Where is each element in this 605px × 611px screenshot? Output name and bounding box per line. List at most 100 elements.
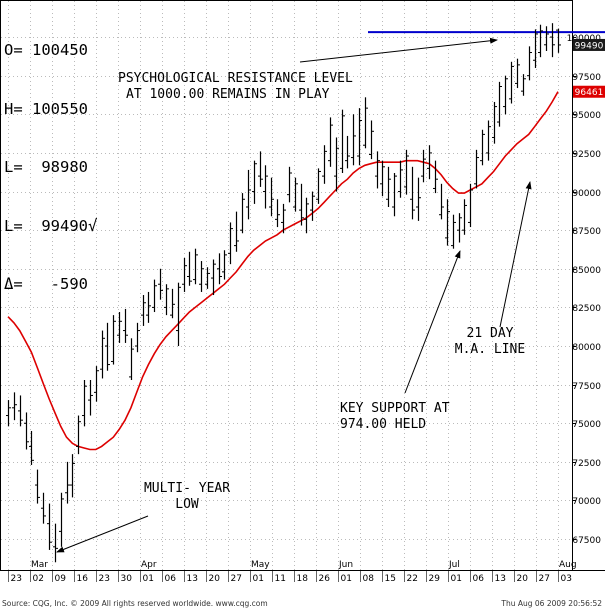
price-bar bbox=[234, 211, 239, 252]
y-tick-label: 77500 bbox=[572, 382, 601, 392]
x-tick-label: 22 bbox=[407, 574, 418, 584]
price-bar bbox=[427, 145, 432, 180]
price-bar bbox=[269, 177, 274, 217]
x-tick-label: 27 bbox=[231, 574, 242, 584]
x-tick-label: 30 bbox=[121, 574, 133, 584]
x-tick-label: 06 bbox=[473, 574, 485, 584]
x-tick-label: 18 bbox=[297, 574, 309, 584]
x-tick-label: 08 bbox=[363, 574, 375, 584]
price-bar bbox=[41, 492, 46, 524]
value-labels-layer: 99490 96461 bbox=[573, 38, 605, 98]
price-bar bbox=[263, 165, 268, 209]
month-label: May bbox=[251, 560, 270, 570]
price-bar bbox=[59, 492, 64, 547]
price-bar bbox=[281, 203, 286, 234]
price-bar bbox=[293, 177, 298, 212]
price-bar bbox=[538, 24, 543, 58]
price-bar bbox=[486, 120, 491, 161]
grid-lines bbox=[1, 1, 572, 570]
price-bar bbox=[258, 151, 263, 187]
price-bar bbox=[416, 177, 421, 221]
x-tick-label: 01 bbox=[451, 574, 462, 584]
price-bar bbox=[492, 101, 497, 144]
x-tick-label: 26 bbox=[319, 574, 331, 584]
price-bar bbox=[509, 61, 514, 104]
price-bar bbox=[527, 46, 532, 81]
price-bar bbox=[310, 191, 315, 221]
price-bar bbox=[328, 117, 333, 167]
ma-value-label-bg bbox=[573, 85, 605, 98]
y-tick-label: 80000 bbox=[572, 343, 601, 353]
x-tick-label: 15 bbox=[385, 574, 396, 584]
price-bar bbox=[474, 149, 479, 189]
price-bar bbox=[164, 284, 169, 316]
price-bar bbox=[497, 81, 502, 127]
y-tick-label: 95000 bbox=[572, 111, 601, 121]
annotation-arrow bbox=[56, 515, 149, 553]
x-tick-label: 01 bbox=[143, 574, 154, 584]
last-price-label-text: 99490 bbox=[575, 41, 604, 51]
price-bar bbox=[141, 295, 146, 326]
price-bar bbox=[304, 197, 309, 234]
price-bar bbox=[240, 193, 245, 234]
price-bar bbox=[462, 199, 467, 235]
price-bar bbox=[146, 291, 151, 323]
last-price-label: 99490 bbox=[573, 38, 605, 51]
price-bar bbox=[135, 322, 140, 353]
price-bar bbox=[117, 312, 122, 343]
price-bars-layer bbox=[6, 23, 561, 563]
y-tick-label: 90000 bbox=[572, 189, 601, 199]
annotation-arrow bbox=[404, 250, 461, 394]
change-readout: Δ= -590 bbox=[4, 275, 88, 293]
price-bar bbox=[70, 454, 75, 498]
price-bar bbox=[404, 149, 409, 195]
price-bar bbox=[334, 137, 339, 192]
x-tick-label: 01 bbox=[341, 574, 352, 584]
price-bar bbox=[369, 120, 374, 160]
y-tick-label: 87500 bbox=[572, 227, 601, 237]
x-tick-label: 01 bbox=[253, 574, 264, 584]
price-bar bbox=[322, 145, 327, 184]
price-bar bbox=[29, 430, 34, 465]
price-bar bbox=[433, 160, 438, 194]
y-tick-label: 72500 bbox=[572, 459, 601, 469]
high-readout: H= 100550 bbox=[4, 99, 88, 118]
price-bar bbox=[24, 412, 29, 450]
price-bar bbox=[480, 129, 485, 166]
ma-value-label: 96461 bbox=[573, 85, 605, 98]
price-bar bbox=[351, 114, 356, 166]
timestamp-footer: Thu Aug 06 2009 20:56:52 bbox=[501, 599, 602, 608]
x-tick-label: 23 bbox=[99, 574, 110, 584]
price-bar bbox=[53, 523, 58, 563]
price-bar bbox=[445, 199, 450, 246]
annotation-text: PSYCHOLOGICAL RESISTANCE LEVEL bbox=[118, 71, 353, 86]
month-label: Aug bbox=[559, 560, 577, 570]
price-bar bbox=[421, 149, 426, 183]
price-bar bbox=[199, 261, 204, 292]
price-bar bbox=[556, 28, 561, 53]
price-bar bbox=[386, 166, 391, 207]
x-tick-label: 02 bbox=[33, 574, 44, 584]
y-tick-label: 85000 bbox=[572, 266, 601, 276]
price-bar bbox=[410, 166, 415, 220]
last-readout: L= 99490√ bbox=[4, 216, 98, 235]
price-bar bbox=[345, 135, 350, 169]
price-bar bbox=[88, 380, 93, 416]
y-tick-label: 67500 bbox=[572, 536, 601, 546]
price-bar bbox=[176, 282, 181, 347]
price-bar bbox=[544, 26, 549, 51]
price-bar bbox=[398, 160, 403, 198]
month-label: Jul bbox=[448, 560, 460, 570]
x-tick-label: 03 bbox=[561, 574, 572, 584]
x-tick-label: 20 bbox=[517, 574, 529, 584]
y-tick-label: 70000 bbox=[572, 497, 601, 507]
price-bar bbox=[100, 330, 105, 379]
x-tick-label: 27 bbox=[539, 574, 550, 584]
price-bar bbox=[217, 253, 222, 285]
low-readout: L= 98980 bbox=[4, 158, 88, 176]
price-bar bbox=[152, 279, 157, 313]
